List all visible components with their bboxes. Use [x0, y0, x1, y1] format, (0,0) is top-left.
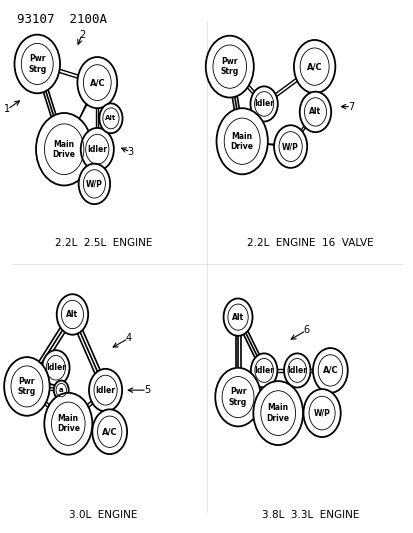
Text: Idler: Idler — [87, 145, 107, 154]
Text: A/C: A/C — [89, 78, 105, 87]
Text: W/P: W/P — [86, 180, 102, 188]
Circle shape — [44, 393, 92, 455]
Text: 2.2L  2.5L  ENGINE: 2.2L 2.5L ENGINE — [55, 238, 152, 248]
Circle shape — [216, 108, 267, 174]
Text: A/C: A/C — [102, 427, 117, 436]
Text: A/C: A/C — [306, 62, 322, 71]
Circle shape — [250, 86, 277, 122]
Circle shape — [283, 353, 310, 387]
Circle shape — [253, 381, 302, 445]
Text: 1: 1 — [5, 104, 10, 114]
Circle shape — [78, 164, 110, 204]
Text: Main
Drive: Main Drive — [57, 414, 80, 433]
Circle shape — [299, 92, 330, 132]
Circle shape — [14, 35, 60, 93]
Text: a: a — [59, 387, 64, 393]
Text: 3.0L  ENGINE: 3.0L ENGINE — [69, 510, 138, 520]
Circle shape — [215, 368, 260, 426]
Circle shape — [312, 348, 347, 393]
Circle shape — [77, 57, 117, 108]
Text: Main
Drive: Main Drive — [230, 132, 253, 151]
Text: Idler: Idler — [95, 386, 115, 394]
Text: Idler: Idler — [46, 364, 66, 372]
Circle shape — [92, 409, 127, 454]
Circle shape — [223, 298, 252, 336]
Text: Alt: Alt — [309, 108, 321, 116]
Text: Main
Drive: Main Drive — [266, 403, 289, 423]
Text: 5: 5 — [143, 385, 150, 395]
Text: 3.8L  3.3L  ENGINE: 3.8L 3.3L ENGINE — [261, 510, 358, 520]
Text: W/P: W/P — [282, 142, 298, 151]
Text: Main
Drive: Main Drive — [52, 140, 76, 159]
Text: 4: 4 — [125, 334, 131, 343]
Text: Pwr
Strg: Pwr Strg — [220, 57, 238, 76]
Text: 3: 3 — [127, 147, 133, 157]
Text: Idler: Idler — [254, 366, 273, 375]
Circle shape — [293, 40, 335, 93]
Text: Idler: Idler — [254, 100, 273, 108]
Text: Alt: Alt — [66, 310, 78, 319]
Circle shape — [54, 381, 69, 400]
Text: Idler: Idler — [287, 366, 306, 375]
Circle shape — [36, 113, 92, 185]
Text: Alt: Alt — [231, 313, 244, 321]
Circle shape — [4, 357, 50, 416]
Text: W/P: W/P — [313, 409, 330, 417]
Circle shape — [273, 125, 306, 168]
Text: Pwr
Strg: Pwr Strg — [18, 377, 36, 396]
Circle shape — [205, 36, 253, 98]
Text: Pwr
Strg: Pwr Strg — [228, 387, 247, 407]
Text: A/C: A/C — [322, 366, 337, 375]
Circle shape — [57, 294, 88, 335]
Text: 7: 7 — [347, 102, 354, 111]
Circle shape — [42, 350, 69, 385]
Text: 6: 6 — [303, 326, 309, 335]
Circle shape — [250, 353, 277, 387]
Text: Alt: Alt — [105, 115, 116, 122]
Text: 93107  2100A: 93107 2100A — [17, 13, 106, 26]
Circle shape — [89, 369, 122, 411]
Circle shape — [99, 103, 122, 133]
Circle shape — [303, 389, 340, 437]
Circle shape — [81, 128, 114, 171]
Text: Pwr
Strg: Pwr Strg — [28, 54, 46, 74]
Text: 2: 2 — [78, 30, 85, 39]
Text: 2.2L  ENGINE  16  VALVE: 2.2L ENGINE 16 VALVE — [247, 238, 373, 248]
